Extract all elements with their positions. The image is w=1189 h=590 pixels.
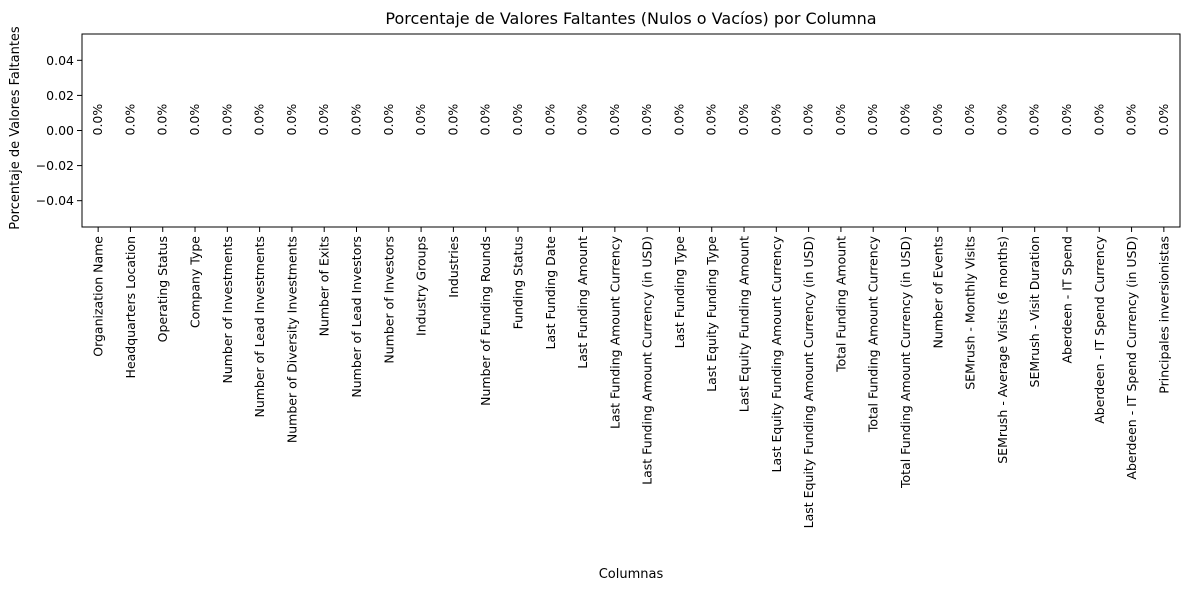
x-tick-label: Operating Status — [155, 236, 170, 342]
y-tick-label: 0.00 — [46, 123, 74, 138]
data-label: 0.0% — [865, 104, 880, 136]
data-label: 0.0% — [575, 104, 590, 136]
x-tick-label: SEMrush - Visit Duration — [1027, 236, 1042, 387]
x-tick-label: Number of Investors — [381, 236, 396, 364]
data-label: 0.0% — [1124, 104, 1139, 136]
chart-title: Porcentaje de Valores Faltantes (Nulos o… — [385, 9, 876, 28]
data-label: 0.0% — [801, 104, 816, 136]
x-tick-label: Last Funding Amount Currency (in USD) — [640, 236, 655, 485]
x-tick-label: SEMrush - Average Visits (6 months) — [995, 236, 1010, 464]
data-label: 0.0% — [1156, 104, 1171, 136]
data-label: 0.0% — [639, 104, 654, 136]
x-tick-label: Number of Lead Investments — [252, 236, 267, 418]
data-label: 0.0% — [349, 104, 364, 136]
data-label: 0.0% — [833, 104, 848, 136]
x-tick-label: Aberdeen - IT Spend Currency — [1092, 235, 1107, 423]
x-tick-label: Number of Exits — [317, 236, 332, 336]
x-tick-label: Company Type — [188, 236, 203, 328]
x-tick-label: Last Funding Date — [543, 236, 558, 350]
x-tick-label: Last Funding Amount Currency — [607, 235, 622, 429]
data-label: 0.0% — [768, 104, 783, 136]
data-label: 0.0% — [930, 104, 945, 136]
data-label: 0.0% — [90, 104, 105, 136]
x-tick-label: Number of Funding Rounds — [478, 236, 493, 406]
y-tick-label: −0.02 — [36, 158, 74, 173]
y-tick-label: 0.02 — [46, 88, 74, 103]
data-label: 0.0% — [284, 104, 299, 136]
data-label: 0.0% — [155, 104, 170, 136]
x-tick-label: Last Equity Funding Amount — [737, 236, 752, 412]
plot-frame — [81, 33, 1181, 228]
x-tick-label: Last Funding Amount — [575, 236, 590, 369]
data-label: 0.0% — [316, 104, 331, 136]
x-axis-label: Columnas — [599, 567, 664, 582]
data-label: 0.0% — [478, 104, 493, 136]
data-labels: 0.0% 0.0% 0.0% 0.0% 0.0% 0.0% 0.0% 0.0% 0.0% 0.0%… — [90, 104, 1171, 136]
x-tick-label: Aberdeen - IT Spend — [1059, 236, 1074, 364]
x-tick-label: Organization Name — [91, 236, 106, 357]
x-tick-label: Funding Status — [510, 236, 525, 329]
data-label: 0.0% — [445, 104, 460, 136]
data-label: 0.0% — [736, 104, 751, 136]
x-tick-label: Last Equity Funding Type — [704, 236, 719, 392]
x-tick-label: Industry Groups — [414, 236, 429, 336]
data-label: 0.0% — [994, 104, 1009, 136]
x-tick-label: Number of Lead Investors — [349, 236, 364, 398]
x-tick-label: Last Funding Type — [672, 236, 687, 349]
y-tick-label: 0.04 — [46, 53, 74, 68]
x-tick-label: Total Funding Amount — [833, 236, 848, 373]
data-label: 0.0% — [542, 104, 557, 136]
data-label: 0.0% — [413, 104, 428, 136]
x-axis: Organization Name Headquarters Location Op… — [91, 227, 1171, 528]
data-label: 0.0% — [1091, 104, 1106, 136]
data-label: 0.0% — [898, 104, 913, 136]
data-label: 0.0% — [671, 104, 686, 136]
y-axis-label: Porcentaje de Valores Faltantes — [8, 26, 23, 230]
x-tick-label: Industries — [446, 236, 461, 298]
x-tick-label: Headquarters Location — [123, 236, 138, 378]
x-tick-label: Last Equity Funding Amount Currency (in … — [801, 236, 816, 528]
x-tick-label: Number of Investments — [220, 236, 235, 384]
data-label: 0.0% — [122, 104, 137, 136]
x-tick-label: Number of Events — [930, 236, 945, 349]
x-tick-label: Principales inversionistas — [1156, 236, 1171, 394]
data-label: 0.0% — [187, 104, 202, 136]
data-label: 0.0% — [252, 104, 267, 136]
x-tick-label: Aberdeen - IT Spend Currency (in USD) — [1124, 236, 1139, 480]
data-label: 0.0% — [1059, 104, 1074, 136]
x-tick-label: SEMrush - Monthly Visits — [963, 236, 978, 390]
x-tick-label: Total Funding Amount Currency — [866, 235, 881, 433]
data-label: 0.0% — [704, 104, 719, 136]
x-tick-label: Number of Diversity Investments — [284, 236, 299, 443]
data-label: 0.0% — [607, 104, 622, 136]
x-tick-label: Last Equity Funding Amount Currency — [769, 235, 784, 472]
data-label: 0.0% — [962, 104, 977, 136]
y-axis: 0.04 0.02 0.00 −0.02 −0.04 — [36, 53, 82, 208]
data-label: 0.0% — [381, 104, 396, 136]
data-label: 0.0% — [1027, 104, 1042, 136]
data-label: 0.0% — [510, 104, 525, 136]
x-tick-label: Total Funding Amount Currency (in USD) — [898, 236, 913, 489]
y-tick-label: −0.04 — [36, 193, 74, 208]
data-label: 0.0% — [219, 104, 234, 136]
